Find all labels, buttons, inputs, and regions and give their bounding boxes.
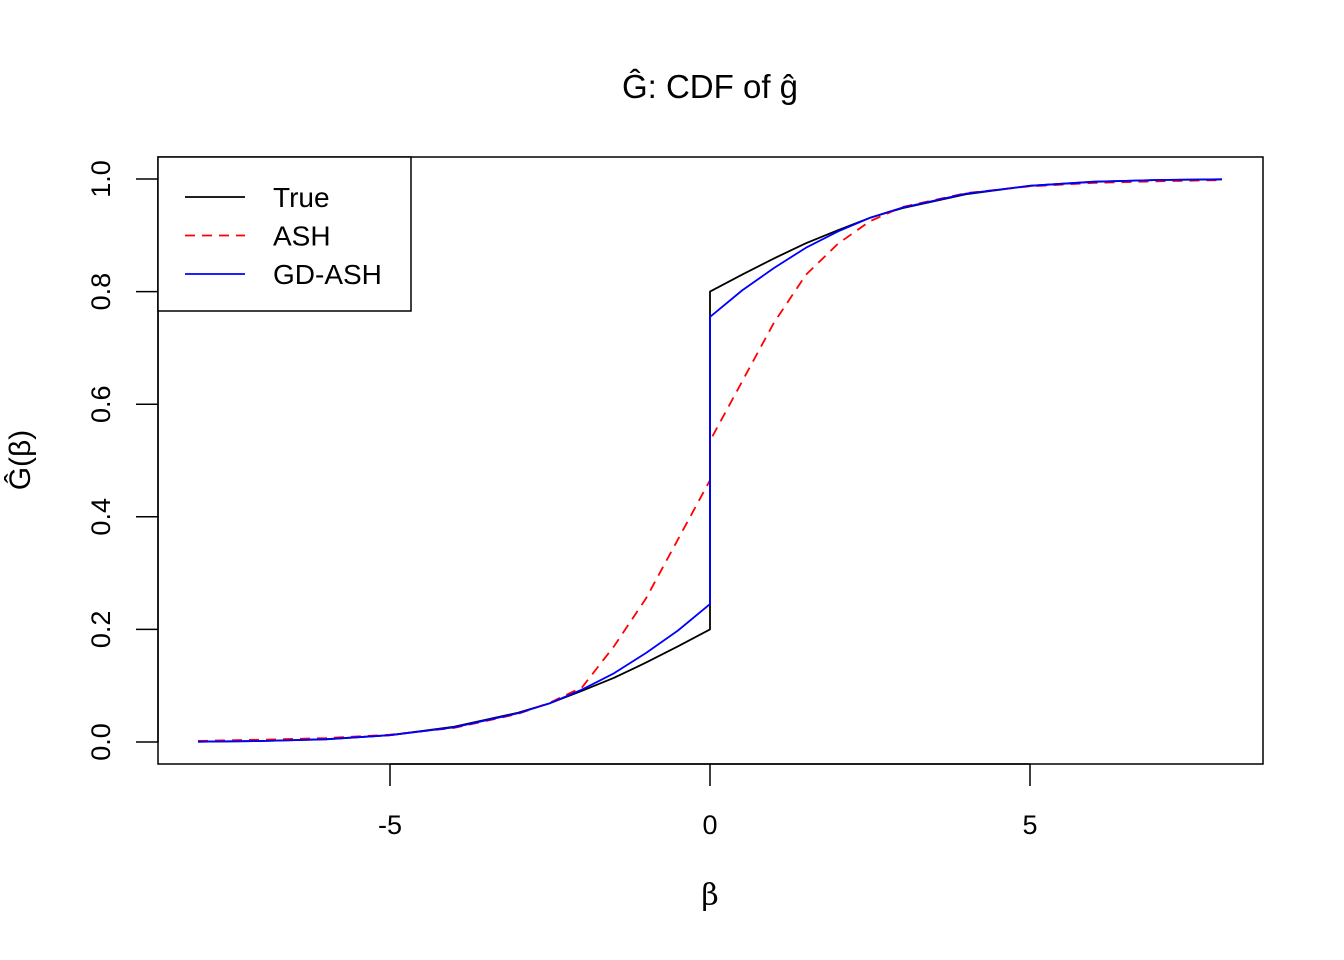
legend-label: GD-ASH [273, 259, 382, 290]
y-tick-label: 1.0 [86, 160, 116, 198]
y-tick-label: 0.4 [86, 498, 116, 536]
x-tick-label: -5 [378, 810, 402, 840]
legend-label: ASH [273, 221, 331, 252]
x-axis-label: β [701, 878, 718, 913]
y-tick-label: 0.2 [86, 611, 116, 649]
y-axis-label: Ĝ(β) [3, 430, 37, 491]
y-axis: 0.0 0.2 0.4 0.6 0.8 1.0 [86, 160, 159, 761]
legend-label: True [273, 182, 330, 213]
x-axis: -5 0 5 [378, 763, 1038, 840]
x-tick-label: 5 [1022, 810, 1037, 840]
legend: True ASH GD-ASH [157, 156, 412, 312]
x-tick-label: 0 [702, 810, 717, 840]
y-tick-label: 0.0 [86, 723, 116, 761]
y-tick-label: 0.8 [86, 273, 116, 311]
series-lines [197, 178, 1223, 743]
legend-box [157, 156, 412, 312]
chart-title: Ĝ: CDF of ĝ [622, 68, 798, 105]
y-tick-label: 0.6 [86, 385, 116, 423]
series-line-gd-ash [197, 178, 1223, 743]
